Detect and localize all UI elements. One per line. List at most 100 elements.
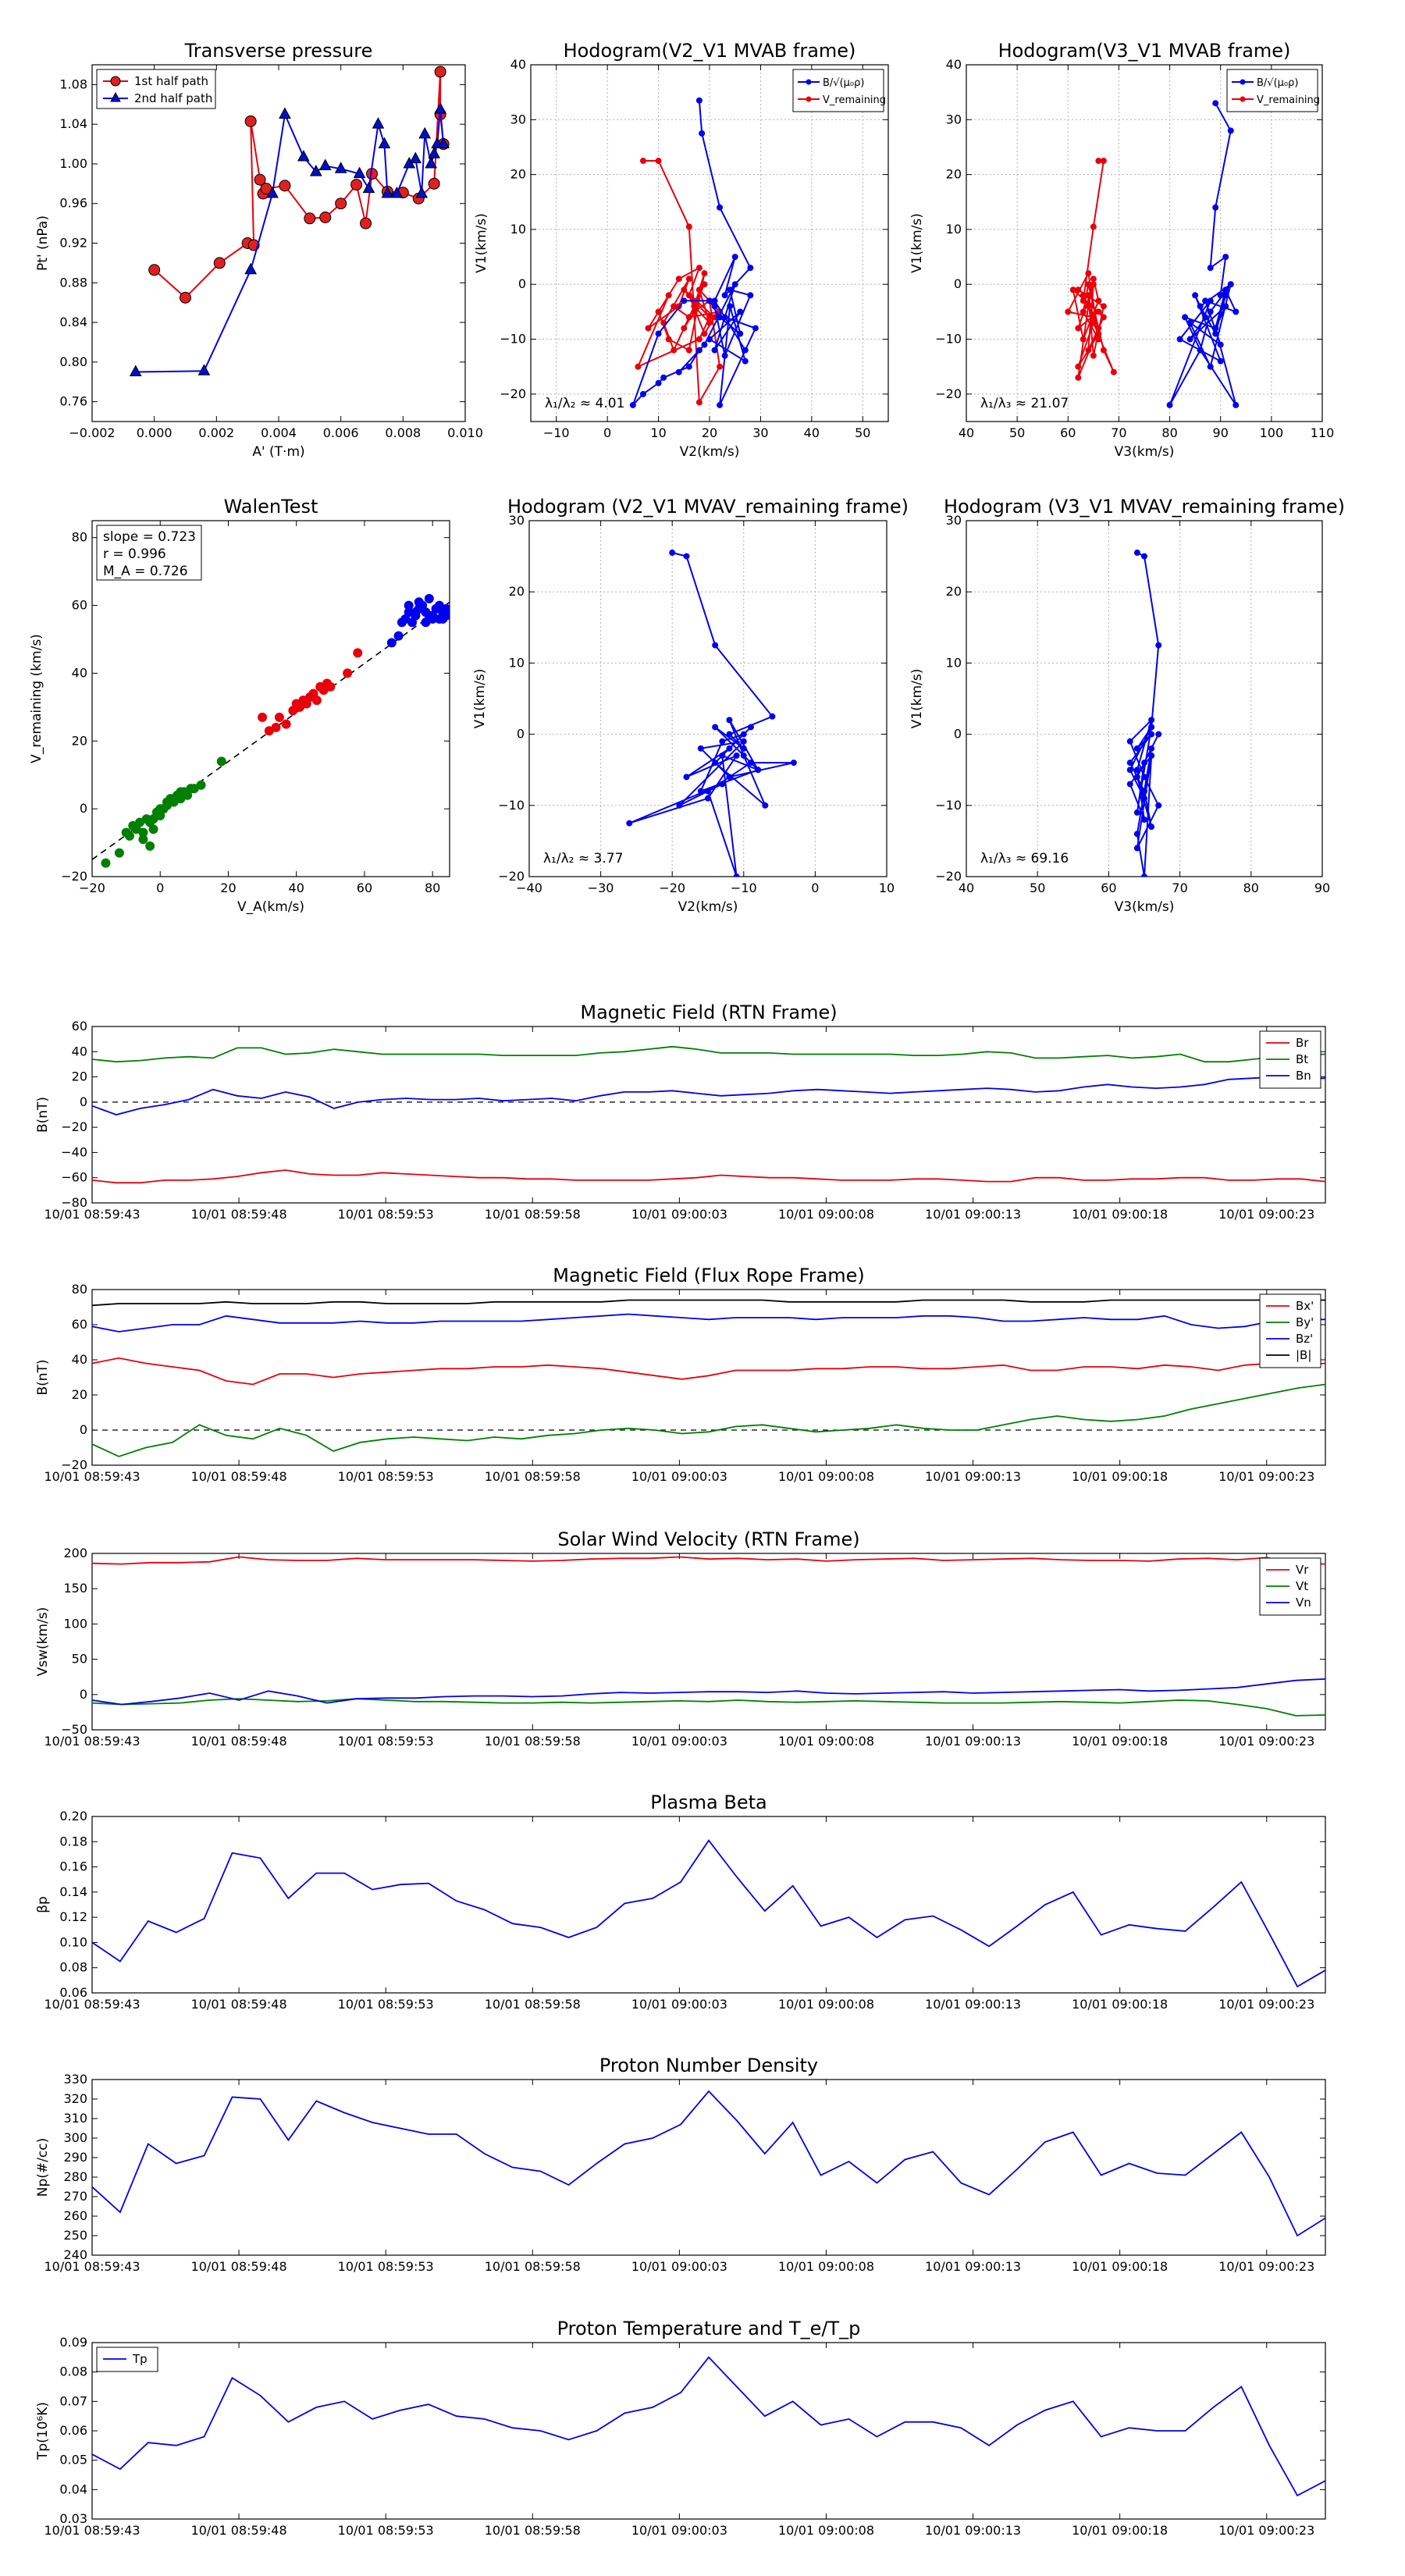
series-line-Bz': [92, 1313, 1325, 1332]
y-tick-label: 0.03: [59, 2511, 87, 2526]
y-tick-label: 1.08: [59, 76, 87, 91]
data-point: [1100, 158, 1107, 165]
data-point: [1133, 809, 1140, 816]
legend-label: Vt: [1296, 1579, 1308, 1593]
y-axis-label: V1(km/s): [474, 213, 489, 273]
data-point-1st-half: [244, 115, 257, 127]
data-point: [695, 97, 702, 104]
data-point: [670, 303, 678, 310]
data-point: [1085, 281, 1092, 288]
x-tick-label: 0.002: [198, 425, 234, 440]
y-axis-label: Vsw(km/s): [35, 1607, 51, 1677]
x-tick-label: 40: [804, 425, 820, 440]
y-tick-label: −10: [498, 798, 525, 813]
data-point: [1186, 336, 1193, 343]
y-tick-label: 0.76: [59, 394, 87, 409]
data-point: [1202, 297, 1209, 304]
x-tick-label: 10/01 09:00:13: [925, 2523, 1021, 2538]
data-point: [727, 303, 734, 310]
data-point-1st-half: [319, 211, 332, 223]
series-line-Bt: [92, 1045, 1325, 1063]
data-point-red: [325, 681, 336, 692]
data-point: [1126, 781, 1133, 788]
data-point-blue: [393, 631, 404, 641]
x-tick-label: 10: [650, 425, 666, 440]
y-tick-label: 0: [80, 801, 87, 816]
data-point-green: [196, 780, 206, 790]
x-tick-label: 10/01 08:59:48: [191, 1469, 287, 1484]
y-axis-label: Np(#/cc): [35, 2138, 51, 2197]
y-tick-label: 0.05: [59, 2453, 87, 2467]
y-tick-label: 0.12: [59, 1909, 87, 1924]
series-line-Vt: [92, 1698, 1325, 1717]
plot-area: [1126, 550, 1162, 877]
chart-title: Plasma Beta: [650, 1791, 767, 1813]
data-point-green: [114, 848, 124, 858]
y-axis-label: βp: [35, 1896, 51, 1913]
data-point: [1126, 760, 1133, 767]
data-point: [721, 292, 728, 299]
data-point: [1095, 158, 1102, 165]
y-tick-label: 0.04: [59, 2482, 87, 2496]
data-point: [740, 731, 747, 738]
x-tick-label: 10/01 09:00:18: [1072, 2523, 1168, 2538]
x-axis-label: V3(km/s): [1115, 899, 1175, 915]
data-point: [711, 297, 718, 304]
data-point-2nd-half: [266, 186, 279, 198]
data-point: [1080, 292, 1087, 299]
y-tick-label: 60: [72, 598, 87, 613]
data-point: [660, 374, 667, 381]
series-line-By': [92, 1383, 1325, 1457]
stats-box: [96, 525, 202, 581]
legend-label: 2nd half path: [134, 91, 212, 105]
data-point: [691, 308, 698, 315]
data-point: [1227, 127, 1234, 134]
y-axis-label: V_remaining (km/s): [29, 634, 44, 763]
data-point: [1085, 347, 1092, 354]
x-tick-label: 10/01 09:00:08: [778, 1997, 874, 2012]
stat-line: slope = 0.723: [103, 529, 196, 545]
x-tick-label: 10/01 08:59:48: [191, 1734, 287, 1749]
data-point: [740, 738, 747, 745]
data-point: [747, 724, 754, 731]
x-tick-label: 10/01 09:00:03: [631, 1734, 727, 1749]
data-point: [719, 752, 726, 759]
data-point-1st-half: [148, 264, 161, 276]
data-point-2nd-half: [425, 156, 438, 169]
data-point: [737, 308, 744, 315]
data-point-2nd-half: [353, 166, 366, 179]
x-tick-label: 0.004: [261, 425, 297, 440]
data-point-blue: [404, 600, 414, 610]
legend-label: Bn: [1296, 1069, 1311, 1083]
data-point: [706, 336, 713, 343]
y-tick-label: 0.08: [59, 2364, 87, 2379]
data-point: [1148, 752, 1155, 759]
data-point: [733, 752, 740, 759]
y-axis-label: V1(km/s): [909, 213, 925, 273]
data-point: [1155, 731, 1162, 738]
data-point: [670, 347, 678, 354]
data-point-green: [176, 787, 186, 797]
data-point: [1222, 286, 1229, 294]
x-tick-label: 0.010: [447, 425, 483, 440]
x-axis-label: V_A(km/s): [237, 899, 304, 915]
y-tick-label: −50: [61, 1722, 87, 1737]
legend-box: [96, 69, 216, 109]
data-point-green: [216, 756, 226, 767]
data-point-2nd-half: [129, 365, 142, 377]
data-point: [1197, 303, 1204, 310]
data-point: [1212, 330, 1219, 337]
plot-area: [629, 97, 759, 408]
y-tick-label: 200: [63, 1546, 87, 1560]
data-point: [1075, 374, 1082, 381]
y-tick-label: 280: [63, 2169, 87, 2184]
data-point: [1126, 738, 1133, 745]
data-point: [1166, 401, 1173, 408]
data-point: [1126, 767, 1133, 774]
data-point-1st-half: [304, 212, 316, 225]
data-point: [635, 363, 642, 370]
data-point-red: [258, 712, 268, 722]
y-tick-label: 0: [954, 727, 962, 742]
x-tick-label: 10/01 09:00:18: [1072, 2259, 1168, 2274]
data-point: [726, 774, 733, 781]
